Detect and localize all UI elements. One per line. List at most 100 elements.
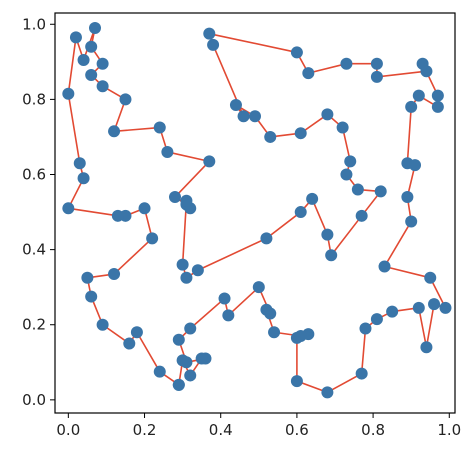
data-point xyxy=(344,155,357,168)
route-segment xyxy=(67,207,119,217)
data-point xyxy=(85,68,98,81)
x-tick-label: 1.0 xyxy=(437,421,461,439)
data-point xyxy=(260,232,273,245)
route-segment xyxy=(383,220,412,268)
route-segment xyxy=(208,32,298,54)
y-axis: 0.0 0.2 0.4 0.6 0.8 1.0 xyxy=(22,15,55,409)
route-segment xyxy=(383,265,432,279)
y-tick-label: 0.8 xyxy=(22,90,46,108)
data-point xyxy=(85,290,98,303)
data-point xyxy=(172,333,185,346)
data-point xyxy=(294,206,307,219)
data-point xyxy=(431,100,444,113)
data-point xyxy=(370,70,383,83)
route-segment xyxy=(67,36,77,95)
route-segment xyxy=(330,215,363,257)
data-point xyxy=(355,209,368,222)
data-point xyxy=(405,215,418,228)
data-point xyxy=(340,168,353,181)
data-point xyxy=(176,258,189,271)
data-point xyxy=(401,191,414,204)
data-point xyxy=(412,89,425,102)
route-segment xyxy=(197,237,268,272)
y-tick-label: 0.2 xyxy=(22,316,46,334)
y-tick-label: 0.4 xyxy=(22,241,46,259)
data-point xyxy=(153,365,166,378)
data-point xyxy=(374,185,387,198)
data-point xyxy=(119,93,132,106)
data-point xyxy=(325,249,338,262)
data-point xyxy=(191,264,204,277)
data-point xyxy=(340,57,353,70)
y-tick-label: 1.0 xyxy=(22,15,46,33)
route-segment xyxy=(425,303,435,349)
data-point xyxy=(85,40,98,53)
data-point xyxy=(73,157,86,170)
data-point xyxy=(294,330,307,343)
data-point xyxy=(359,322,372,335)
data-point xyxy=(169,191,181,204)
data-point xyxy=(416,57,429,70)
data-point xyxy=(146,232,159,245)
data-point xyxy=(264,130,277,143)
data-point xyxy=(355,367,368,380)
data-point xyxy=(184,369,197,382)
data-point xyxy=(412,301,425,314)
data-point xyxy=(249,110,261,123)
route-segment xyxy=(189,297,226,330)
data-point xyxy=(424,271,437,284)
plot-frame xyxy=(54,12,456,414)
data-point xyxy=(439,301,452,314)
data-point xyxy=(138,202,151,215)
data-point xyxy=(180,271,193,284)
data-point xyxy=(62,202,75,215)
data-point xyxy=(184,322,197,335)
route-segment xyxy=(67,92,81,165)
route-segment xyxy=(326,372,363,394)
data-point xyxy=(62,87,75,100)
data-point xyxy=(386,305,399,318)
data-point xyxy=(176,354,189,367)
y-tick-label: 0.6 xyxy=(22,166,46,184)
data-point xyxy=(207,38,220,51)
route-segment xyxy=(311,198,329,236)
data-point xyxy=(218,292,231,305)
data-point xyxy=(409,159,421,172)
data-point xyxy=(294,127,307,140)
x-tick-label: 0.0 xyxy=(56,421,80,439)
data-point xyxy=(77,53,90,66)
x-tick-label: 0.8 xyxy=(361,421,385,439)
data-point xyxy=(405,100,418,113)
data-point xyxy=(96,318,109,331)
route-segment xyxy=(227,286,260,317)
data-point xyxy=(321,228,334,241)
x-tick-label: 0.4 xyxy=(209,421,233,439)
x-tick-label: 0.6 xyxy=(285,421,309,439)
data-point xyxy=(123,337,136,350)
data-point xyxy=(321,108,334,121)
data-point xyxy=(222,309,235,322)
data-point xyxy=(108,268,121,281)
route-segment xyxy=(265,211,302,240)
data-point xyxy=(351,183,364,196)
data-point xyxy=(96,80,109,93)
data-point xyxy=(237,110,250,123)
data-point xyxy=(130,326,143,339)
data-point xyxy=(89,22,101,35)
y-tick-label: 0.0 xyxy=(22,391,46,409)
data-point xyxy=(428,298,441,311)
data-point xyxy=(420,341,433,354)
data-point xyxy=(77,172,90,185)
data-point xyxy=(153,121,166,134)
data-point xyxy=(306,192,319,205)
data-point xyxy=(264,307,277,320)
data-point xyxy=(229,99,242,112)
data-point xyxy=(290,46,303,59)
x-axis: 0.0 0.2 0.4 0.6 0.8 1.0 xyxy=(56,413,461,439)
data-point xyxy=(195,352,208,365)
data-point xyxy=(203,27,216,40)
data-point xyxy=(172,378,185,391)
route-segment xyxy=(360,327,367,375)
route-segment xyxy=(136,331,161,373)
